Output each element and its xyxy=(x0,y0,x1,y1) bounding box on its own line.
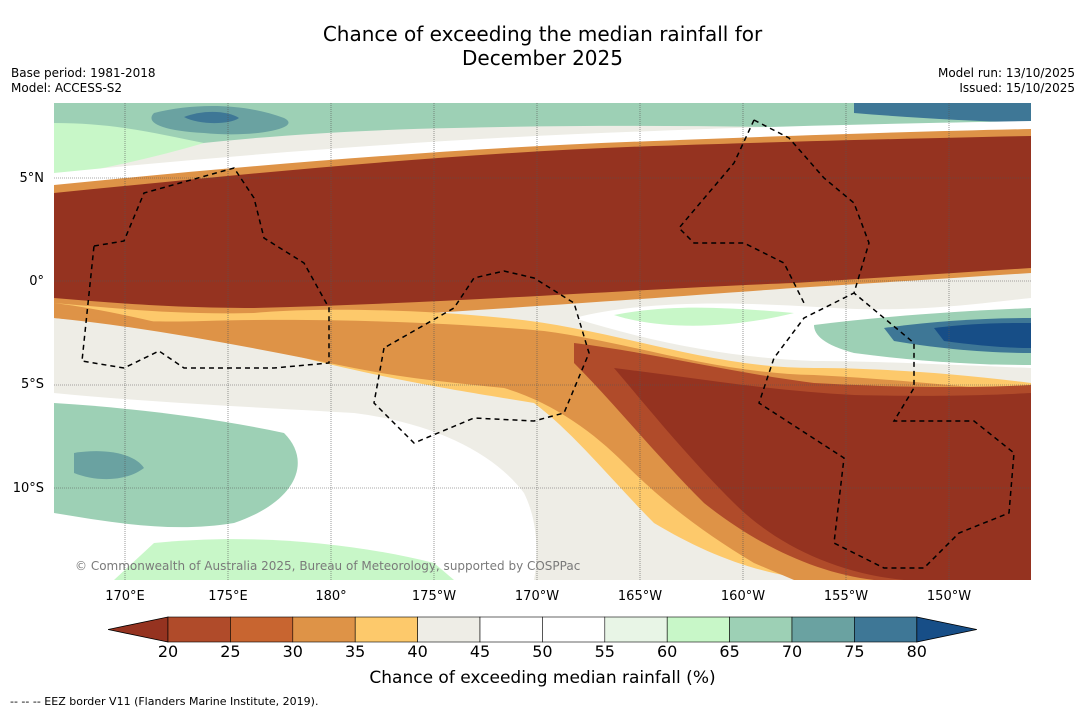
copyright-notice: © Commonwealth of Australia 2025, Bureau… xyxy=(75,559,581,573)
eez-line-islands xyxy=(753,119,1015,569)
southwest-dark-teal xyxy=(74,451,144,480)
colorbar-tick: 35 xyxy=(345,642,366,661)
colorbar-cell xyxy=(479,616,543,643)
eez-borders xyxy=(81,119,1015,569)
colorbar-tick: 70 xyxy=(781,642,803,661)
map-canvas xyxy=(54,103,1031,580)
east-green-patch xyxy=(614,307,794,326)
lon-label-160w: 160°W xyxy=(720,589,766,604)
footnote: -- -- -- EEZ border V11 (Flanders Marine… xyxy=(10,695,319,708)
base-period: Base period: 1981-2018 xyxy=(11,66,156,80)
colorbar-cell xyxy=(167,616,231,643)
colorbar-tick: 25 xyxy=(220,642,241,661)
colorbar-cell xyxy=(604,616,668,643)
south-east-red xyxy=(614,368,1031,580)
colorbar-cell xyxy=(417,616,481,643)
colorbar-cell xyxy=(230,616,294,643)
colorbar-tick: 30 xyxy=(282,642,303,661)
colorbar-cell xyxy=(542,616,606,643)
lat-label-10s: 10°S xyxy=(12,481,44,496)
chart-title: Chance of exceeding the median rainfall … xyxy=(0,22,1085,70)
lat-label-0: 0° xyxy=(29,274,44,289)
rainfall-map: © Commonwealth of Australia 2025, Bureau… xyxy=(54,103,1031,580)
east-darkblue-tongue xyxy=(934,323,1031,348)
colorbar-tick: 40 xyxy=(407,642,428,661)
colorbar-cells xyxy=(108,616,977,643)
dry-red-band xyxy=(54,136,1031,308)
north-green-band xyxy=(54,103,1031,163)
colorbar-cell xyxy=(666,616,730,643)
lon-label-165w: 165°W xyxy=(617,589,663,604)
lon-label-180: 180° xyxy=(315,589,347,604)
issued-date: Issued: 15/10/2025 xyxy=(959,81,1075,95)
colorbar-cell xyxy=(292,616,356,643)
colorbar-label: Chance of exceeding median rainfall (%) xyxy=(369,668,716,688)
colorbar-cell xyxy=(729,616,793,643)
eez-gilbert-islands xyxy=(81,167,330,369)
lat-label-5s: 5°S xyxy=(20,377,44,392)
lat-label-5n: 5°N xyxy=(19,171,45,186)
colorbar-tick: 60 xyxy=(657,642,678,661)
colorbar-cell xyxy=(854,616,918,643)
meta-left: Base period: 1981-2018 Model: ACCESS-S2 xyxy=(11,66,156,96)
colorbar-tick: 80 xyxy=(906,642,927,661)
lon-label-175w: 175°W xyxy=(411,589,457,604)
colorbar-arrow-low xyxy=(108,616,169,643)
colorbar-cell xyxy=(354,616,418,643)
colorbar-tick: 55 xyxy=(594,642,615,661)
model-name: Model: ACCESS-S2 xyxy=(11,81,123,95)
north-blue-patch xyxy=(184,111,239,124)
colorbar-cell xyxy=(791,616,855,643)
lon-label-155w: 155°W xyxy=(823,589,869,604)
south-light-green xyxy=(114,539,454,580)
colorbar-tick: 75 xyxy=(844,642,865,661)
title-line-1: Chance of exceeding the median rainfall … xyxy=(322,22,763,46)
title-line-2: December 2025 xyxy=(462,46,623,70)
lon-label-150w: 150°W xyxy=(926,589,972,604)
lon-label-170e: 170°E xyxy=(105,589,145,604)
colorbar-tick: 50 xyxy=(532,642,553,661)
north-east-blue xyxy=(854,103,1031,123)
colorbar-tick: 45 xyxy=(469,642,491,661)
southwest-teal xyxy=(54,403,298,528)
colorbar-arrow-high xyxy=(916,616,977,643)
colorbar-tick: 65 xyxy=(719,642,740,661)
lon-label-170w: 170°W xyxy=(514,589,560,604)
eez-phoenix-islands xyxy=(373,270,590,444)
model-run: Model run: 13/10/2025 xyxy=(937,66,1075,80)
north-west-light-green xyxy=(54,123,204,178)
colorbar-tick: 20 xyxy=(157,642,179,661)
lon-label-175e: 175°E xyxy=(208,589,248,604)
gridlines xyxy=(54,103,1031,580)
colorbar xyxy=(108,616,977,643)
meta-right: Model run: 13/10/2025 Issued: 15/10/2025 xyxy=(938,66,1075,96)
eez-line-islands-west xyxy=(677,119,805,304)
